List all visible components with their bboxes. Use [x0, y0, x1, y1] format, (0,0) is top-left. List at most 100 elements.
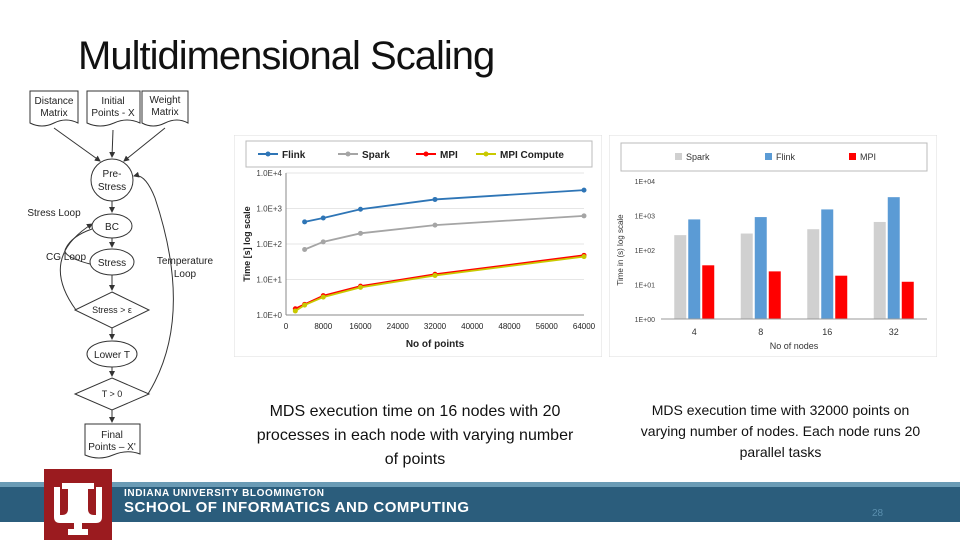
final-points-doc: [84, 423, 141, 459]
caption-right: MDS execution time with 32000 points on …: [640, 402, 921, 460]
chart1-data-point: [358, 284, 363, 290]
stress-label: Stress: [98, 258, 126, 269]
chart2-y-tick: 1E+02: [635, 248, 656, 255]
chart1-x-tick: 16000: [349, 322, 372, 331]
chart1-data-point: [320, 294, 326, 300]
initial-points-label-1: Initial: [101, 96, 124, 107]
pre-stress-label-2: Stress: [98, 182, 126, 193]
chart1-data-point: [320, 239, 326, 245]
chart1-data-point: [432, 222, 438, 228]
chart2-y-label: Time in (s) log scale: [616, 214, 625, 286]
chart2-y-tick: 1E+04: [635, 179, 656, 186]
chart2-y-tick: 1E+03: [635, 214, 656, 221]
weight-matrix-label-2: Matrix: [151, 107, 178, 118]
stress-check-label: Stress > ε: [92, 305, 132, 315]
chart1-x-tick: 64000: [573, 322, 596, 331]
chart1-data-point: [302, 219, 308, 225]
chart2-x-tick: 8: [758, 327, 763, 337]
cg-loop-label: CG Loop: [46, 252, 86, 263]
temperature-loop-label-1: Temperature: [157, 256, 214, 267]
chart1-x-tick: 8000: [314, 322, 332, 331]
bc-label: BC: [105, 222, 119, 233]
chart1-data-point: [358, 230, 363, 236]
pre-stress-label-1: Pre-: [103, 169, 122, 180]
chart2-legend-label: Spark: [686, 152, 710, 162]
chart1-data-point: [320, 215, 326, 221]
chart1-data-point: [302, 302, 308, 308]
caption-left: MDS execution time on 16 nodes with 20 p…: [256, 403, 574, 468]
chart2-x-label: No of nodes: [770, 341, 819, 351]
chart1-legend-label: Spark: [362, 150, 390, 161]
chart1-data-point: [581, 187, 587, 193]
line-chart-points: Flink Spark MPI MPI Compute 1.0E+0 1.0E+1 1.0E…: [234, 135, 602, 357]
temperature-loop-label-2: Loop: [174, 269, 197, 280]
chart1-y-tick: 1.0E+4: [256, 169, 282, 178]
chart1-legend-marker: [483, 151, 489, 157]
footer-school: SCHOOL OF INFORMATICS AND COMPUTING: [124, 499, 470, 516]
footer-stripe: [0, 482, 960, 487]
chart2-bar: [821, 209, 834, 319]
chart1-background: [234, 135, 602, 357]
chart1-x-tick: 32000: [424, 322, 447, 331]
initial-points-label-2: Points - X: [91, 108, 135, 119]
chart1-data-point: [302, 246, 308, 252]
chart2-y-tick: 1E+01: [635, 283, 656, 290]
chart2-x-tick: 4: [692, 327, 697, 337]
chart2-bar: [768, 271, 781, 319]
chart2-legend-label: Flink: [776, 152, 796, 162]
chart1-y-label: Time [s] log scale: [242, 206, 252, 281]
chart2-x-tick: 32: [889, 327, 899, 337]
chart1-data-point: [581, 213, 587, 219]
distance-matrix-label-1: Distance: [35, 96, 74, 107]
chart2-legend-swatch: [675, 153, 682, 160]
chart2-legend-label: MPI: [860, 152, 876, 162]
t-check-label: T > 0: [102, 389, 123, 399]
chart2-bar: [702, 265, 715, 319]
chart1-x-tick: 0: [284, 322, 289, 331]
weight-matrix-doc: [141, 90, 189, 127]
footer-bar: [0, 482, 960, 522]
chart2-bar: [674, 235, 687, 319]
chart1-y-tick: 1.0E+0: [256, 311, 282, 320]
chart2-legend-swatch: [765, 153, 772, 160]
chart1-data-point: [292, 308, 298, 314]
distance-matrix-label-2: Matrix: [40, 108, 67, 119]
chart2-bar: [873, 221, 886, 319]
chart2-bar: [688, 219, 701, 319]
mds-flowchart: Distance Matrix Initial Points - X Weigh…: [27, 90, 214, 459]
chart1-legend-label: MPI Compute: [500, 150, 564, 161]
chart2-legend-box: [620, 142, 928, 172]
chart1-legend-marker: [423, 151, 429, 157]
chart2-legend-swatch: [849, 153, 856, 160]
chart1-y-tick: 1.0E+1: [256, 276, 282, 285]
chart2-y-tick: 1E+00: [635, 317, 656, 324]
chart2-bar: [807, 229, 820, 319]
final-points-label-2: Points – X': [88, 442, 136, 453]
chart1-y-tick: 1.0E+3: [256, 205, 282, 214]
chart2-bar: [740, 233, 753, 319]
chart2-bar: [754, 217, 767, 319]
iu-trident-logo: [44, 469, 112, 540]
pre-stress-node: [90, 158, 134, 202]
distance-matrix-doc: [29, 90, 79, 127]
chart2-bar: [887, 197, 900, 319]
chart2-bar: [901, 281, 914, 319]
chart1-x-label: No of points: [406, 339, 465, 350]
initial-points-doc: [86, 90, 141, 127]
weight-matrix-label-1: Weight: [150, 95, 181, 106]
chart1-x-tick: 40000: [461, 322, 484, 331]
chart1-legend-label: Flink: [282, 150, 306, 161]
chart1-data-point: [581, 254, 587, 260]
chart1-x-tick: 48000: [498, 322, 521, 331]
chart1-y-tick: 1.0E+2: [256, 240, 282, 249]
footer-institution: INDIANA UNIVERSITY BLOOMINGTON: [124, 488, 325, 499]
lower-t-label: Lower T: [94, 350, 130, 361]
chart2-x-tick: 16: [822, 327, 832, 337]
chart1-legend-marker: [345, 151, 351, 157]
bar-chart-nodes: Spark Flink MPI 1E+00 1E+01 1E+02 1E+03 1E+04 Ti…: [609, 135, 937, 357]
chart1-data-point: [432, 272, 438, 278]
slide-title: Multidimensional Scaling: [78, 34, 495, 78]
final-points-label-1: Final: [101, 430, 123, 441]
chart1-data-point: [432, 196, 438, 202]
page-number: 28: [872, 508, 884, 519]
